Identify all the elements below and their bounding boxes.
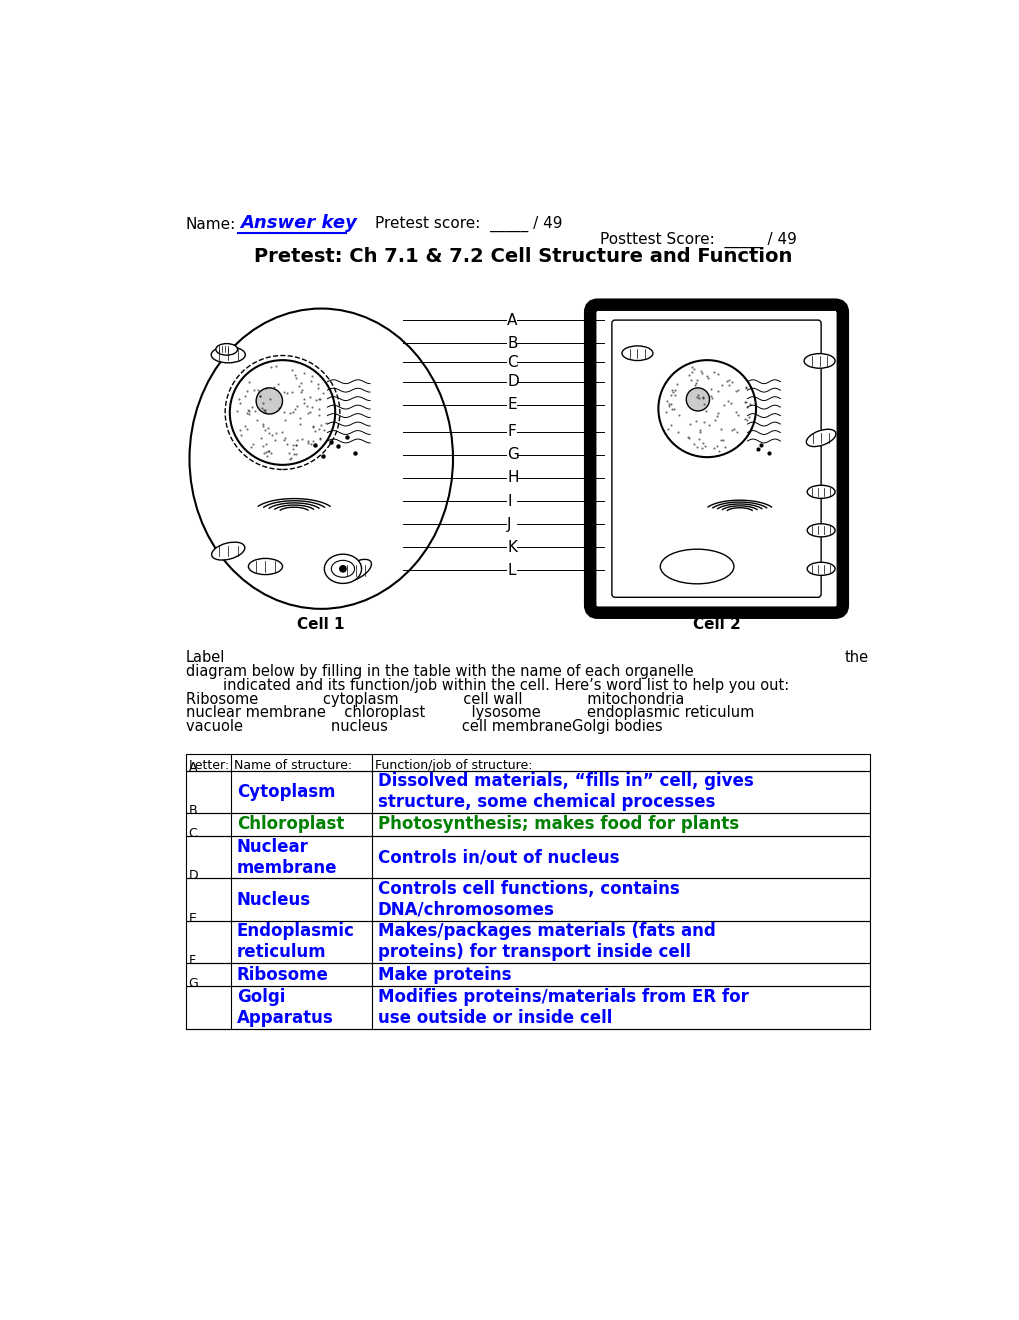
Text: Pretest: Ch 7.1 & 7.2 Cell Structure and Function: Pretest: Ch 7.1 & 7.2 Cell Structure and… <box>254 247 791 267</box>
Text: A: A <box>189 762 197 775</box>
Ellipse shape <box>216 343 237 355</box>
Bar <box>185 878 869 921</box>
Bar <box>185 964 869 986</box>
Ellipse shape <box>806 524 835 537</box>
Text: Name of structure:: Name of structure: <box>233 759 352 772</box>
Text: Makes/packages materials (fats and
proteins) for transport inside cell: Makes/packages materials (fats and prote… <box>377 923 715 961</box>
Text: indicated and its function/job within the cell. Here’s word list to help you out: indicated and its function/job within th… <box>185 677 788 693</box>
Text: J: J <box>506 516 512 532</box>
Ellipse shape <box>249 558 282 574</box>
Text: Modifies proteins/materials from ER for
use outside or inside cell: Modifies proteins/materials from ER for … <box>377 987 748 1027</box>
Text: nuclear membrane    chloroplast          lysosome          endoplasmic reticulum: nuclear membrane chloroplast lysosome en… <box>185 705 753 721</box>
Text: Label: Label <box>185 649 225 665</box>
Text: Pretest score:  _____ / 49: Pretest score: _____ / 49 <box>375 215 562 231</box>
Circle shape <box>256 388 282 414</box>
Text: E: E <box>506 397 517 412</box>
Text: F: F <box>506 424 516 440</box>
Circle shape <box>686 388 709 411</box>
Text: Photosynthesis; makes food for plants: Photosynthesis; makes food for plants <box>377 816 738 833</box>
Ellipse shape <box>806 429 836 446</box>
Bar <box>185 771 869 813</box>
Text: Posttest Score:  _____ / 49: Posttest Score: _____ / 49 <box>599 231 796 248</box>
Text: L: L <box>506 562 516 578</box>
Ellipse shape <box>211 347 245 363</box>
Text: the: the <box>844 649 868 665</box>
Text: Controls in/out of nucleus: Controls in/out of nucleus <box>377 849 619 866</box>
Bar <box>185 921 869 964</box>
Text: Endoplasmic
reticulum: Endoplasmic reticulum <box>236 923 355 961</box>
Text: C: C <box>506 355 518 370</box>
Text: Cell 1: Cell 1 <box>298 616 344 632</box>
Text: Dissolved materials, “fills in” cell, gives
structure, some chemical processes: Dissolved materials, “fills in” cell, gi… <box>377 772 753 810</box>
Ellipse shape <box>622 346 652 360</box>
Ellipse shape <box>324 554 361 583</box>
Bar <box>185 986 869 1028</box>
Text: Name:: Name: <box>185 216 235 231</box>
Ellipse shape <box>803 354 835 368</box>
Text: Controls cell functions, contains
DNA/chromosomes: Controls cell functions, contains DNA/ch… <box>377 880 679 919</box>
Text: Nuclear
membrane: Nuclear membrane <box>236 838 337 876</box>
Text: Letter:: Letter: <box>189 759 229 772</box>
Text: Ribosome: Ribosome <box>236 966 328 983</box>
Text: G: G <box>506 447 519 462</box>
Text: F: F <box>189 954 196 966</box>
Text: Cytoplasm: Cytoplasm <box>236 783 335 801</box>
Text: diagram below by filling in the table with the name of each organelle: diagram below by filling in the table wi… <box>185 664 693 678</box>
Text: Cell 2: Cell 2 <box>692 616 740 632</box>
Text: D: D <box>189 869 198 882</box>
Text: H: H <box>506 470 519 486</box>
Text: K: K <box>506 540 517 554</box>
Ellipse shape <box>211 543 245 560</box>
Text: Function/job of structure:: Function/job of structure: <box>374 759 532 772</box>
Ellipse shape <box>806 562 835 576</box>
Bar <box>185 813 869 836</box>
Text: Chloroplast: Chloroplast <box>236 816 343 833</box>
Circle shape <box>338 565 346 573</box>
Text: B: B <box>189 804 197 817</box>
Text: I: I <box>506 494 512 508</box>
Circle shape <box>657 360 755 457</box>
Text: vacuole                   nucleus                cell membraneGolgi bodies: vacuole nucleus cell membraneGolgi bodie… <box>185 719 661 734</box>
Text: Answer key: Answer key <box>239 214 357 231</box>
Text: Nucleus: Nucleus <box>236 891 311 908</box>
Circle shape <box>229 360 335 465</box>
Text: D: D <box>506 374 519 389</box>
Text: A: A <box>506 313 517 327</box>
Text: Ribosome              cytoplasm              cell wall              mitochondria: Ribosome cytoplasm cell wall mitochondri… <box>185 692 684 706</box>
Text: B: B <box>506 335 518 351</box>
Text: G: G <box>189 977 199 990</box>
Text: Make proteins: Make proteins <box>377 966 511 983</box>
Bar <box>185 754 869 771</box>
Bar <box>185 836 869 878</box>
Ellipse shape <box>659 549 734 583</box>
Ellipse shape <box>806 486 835 499</box>
Ellipse shape <box>340 560 371 581</box>
Text: E: E <box>189 912 197 924</box>
Text: Golgi
Apparatus: Golgi Apparatus <box>236 987 333 1027</box>
Text: C: C <box>189 826 198 840</box>
